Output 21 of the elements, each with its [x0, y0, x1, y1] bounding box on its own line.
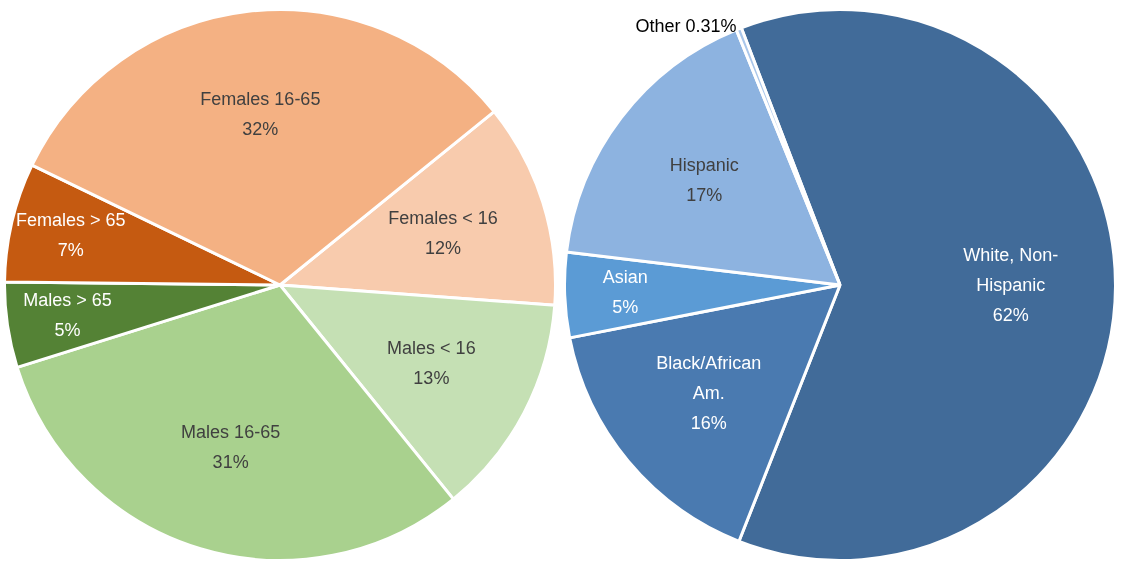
data-label: 62% [992, 304, 1029, 325]
slice-label: Other 0.31% [635, 16, 737, 37]
data-label: 5% [612, 296, 639, 317]
data-label: 12% [424, 237, 462, 258]
data-label: 13% [413, 368, 450, 389]
data-label: 7% [57, 239, 84, 260]
slice-label: Asian [602, 266, 648, 287]
slice-label: White, Non-Hispanic [963, 244, 1059, 295]
data-label: 16% [690, 413, 727, 434]
slice-label: Males < 16 [387, 338, 476, 359]
data-label: 5% [54, 320, 81, 341]
slice-label: Males > 65 [23, 290, 112, 311]
data-label: 32% [242, 119, 279, 140]
slice-label: Females > 65 [16, 209, 126, 230]
slice-label: Females 16-65 [200, 89, 321, 110]
slice-label: Black/African Am. [656, 353, 762, 404]
slice-label: Hispanic [669, 155, 739, 176]
data-label: 17% [686, 185, 723, 206]
data-label: 31% [212, 452, 249, 473]
slice-label: Females < 16 [388, 207, 498, 228]
slice-label: Males 16-65 [181, 422, 281, 443]
